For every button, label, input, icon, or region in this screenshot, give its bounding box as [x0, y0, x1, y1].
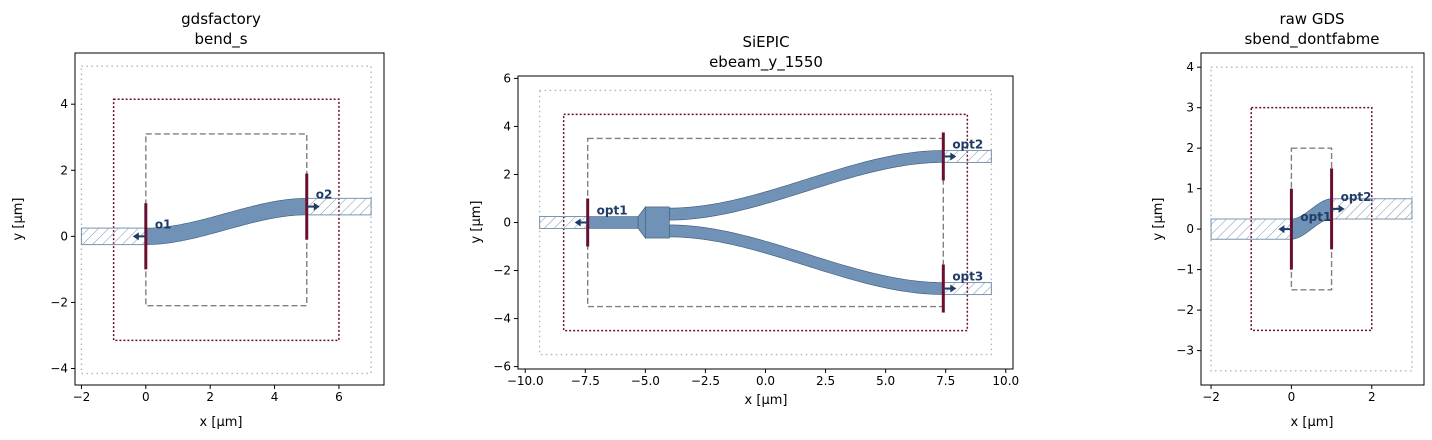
chart-title-line-2: bend_s	[194, 30, 247, 49]
bounding-box-dotted	[80, 65, 372, 375]
port-label: opt3	[952, 270, 983, 284]
plot-area: o1 o2	[80, 65, 372, 375]
x-axis-label: x [µm]	[1291, 415, 1334, 430]
plot-area: opt1 opt2 opt3	[538, 89, 993, 356]
port-arrow-head	[313, 202, 320, 211]
bounding-box-dotted	[1210, 66, 1413, 372]
y-tick-label: 4	[1186, 60, 1194, 74]
y-tick-label: −2	[493, 264, 511, 278]
y-tick-label: −2	[1176, 303, 1194, 317]
x-tick-label: 7.5	[936, 374, 955, 388]
port-arrow-head	[950, 152, 957, 161]
y-tick-label: −2	[50, 295, 68, 309]
port-label: o2	[316, 188, 333, 202]
axes-frame	[74, 52, 385, 386]
y-tick-label: −3	[1176, 344, 1194, 358]
y-axis-label: y [µm]	[1151, 198, 1166, 241]
chart-title-line-1: gdsfactory	[181, 10, 261, 28]
y-tick-label: 1	[1186, 182, 1194, 196]
x-tick-label: −10.0	[507, 374, 544, 388]
x-tick-label: 10.0	[992, 374, 1019, 388]
y-tick-label: 0	[60, 229, 68, 243]
port-arrow-head	[132, 232, 139, 241]
y-axis-label: y [µm]	[469, 201, 484, 244]
x-tick-label: 2	[1368, 390, 1376, 404]
waveguide-shape	[637, 205, 646, 240]
x-tick-label: 2.5	[816, 374, 835, 388]
bounding-box-dotted	[538, 89, 993, 356]
x-tick-label: 5.0	[876, 374, 895, 388]
chart-title-line-1: raw GDS	[1279, 10, 1344, 28]
x-tick-label: −5.0	[631, 374, 660, 388]
y-tick-label: −4	[493, 312, 511, 326]
keepout-box	[562, 113, 969, 332]
y-tick-label: 4	[503, 119, 511, 133]
y-tick-label: −4	[50, 361, 68, 375]
port-arrow-head	[1338, 204, 1345, 213]
y-tick-label: 0	[503, 216, 511, 230]
y-tick-label: 2	[1186, 141, 1194, 155]
port-label: o1	[155, 217, 172, 231]
x-tick-label: −2	[73, 390, 91, 404]
port-label: opt2	[952, 137, 983, 151]
y-tick-label: 4	[60, 97, 68, 111]
waveguide-shape	[645, 206, 670, 239]
waveguide-shape	[669, 150, 944, 221]
plot-area: opt1 opt2	[1210, 66, 1413, 372]
x-tick-label: −7.5	[571, 374, 600, 388]
keepout-box	[112, 98, 340, 342]
x-tick-label: 2	[206, 390, 214, 404]
y-tick-label: 0	[1186, 222, 1194, 236]
plot-panel-siepic: SiEPIC ebeam_y_1550 x [µm] y [µm] opt1op…	[469, 33, 1019, 408]
port-label: opt1	[1300, 210, 1331, 224]
y-tick-label: 2	[60, 163, 68, 177]
port-arrow-head	[1278, 225, 1285, 234]
x-tick-label: 6	[335, 390, 343, 404]
plot-panel-raw-gds: raw GDS sbend_dontfabme x [µm] y [µm] op…	[1151, 10, 1425, 430]
keepout-box	[1250, 106, 1373, 332]
chart-title-line-2: sbend_dontfabme	[1244, 30, 1379, 49]
y-tick-label: −6	[493, 360, 511, 374]
y-tick-label: −1	[1176, 263, 1194, 277]
x-axis-label: x [µm]	[200, 415, 243, 430]
x-tick-label: −2	[1202, 390, 1220, 404]
port-arrow-head	[574, 218, 581, 227]
chart-title-line-1: SiEPIC	[742, 33, 789, 51]
y-axis-label: y [µm]	[11, 198, 26, 241]
x-axis-label: x [µm]	[745, 393, 788, 408]
x-tick-label: −2.5	[691, 374, 720, 388]
axes-frame	[1200, 52, 1425, 386]
waveguide-shape	[669, 224, 944, 295]
y-tick-label: 2	[503, 167, 511, 181]
y-tick-label: 6	[503, 71, 511, 85]
x-tick-label: 4	[271, 390, 279, 404]
port-label: opt2	[1341, 190, 1372, 204]
waveguide-shape	[587, 216, 639, 229]
chart-title-line-2: ebeam_y_1550	[709, 53, 823, 72]
x-tick-label: 0.0	[756, 374, 775, 388]
port-arrow-head	[950, 284, 957, 293]
port-label: opt1	[597, 204, 628, 218]
x-tick-label: 0	[142, 390, 150, 404]
plot-panel-gdsfactory: gdsfactory bend_s x [µm] y [µm] o1 o2 −2 0 2…	[11, 10, 385, 430]
y-tick-label: 3	[1186, 101, 1194, 115]
x-tick-label: 0	[1288, 390, 1296, 404]
